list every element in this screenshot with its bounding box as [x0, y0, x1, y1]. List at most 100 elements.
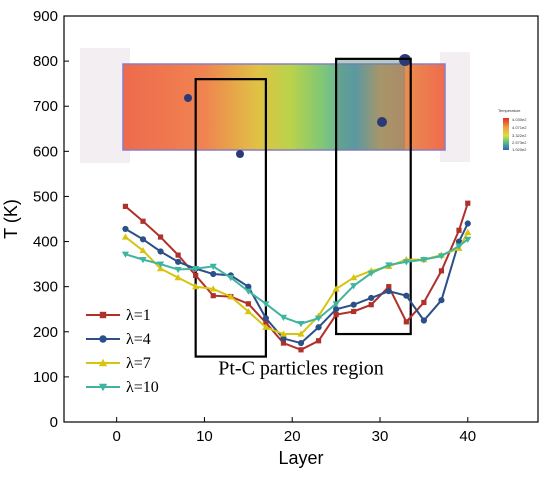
series-layer — [121, 200, 472, 353]
data-point — [157, 248, 164, 255]
pt-particle — [184, 94, 192, 102]
y-tick-label: 300 — [33, 279, 58, 296]
data-point — [209, 263, 217, 270]
data-point — [262, 315, 269, 322]
series-line — [124, 223, 469, 345]
data-point — [350, 301, 357, 308]
data-point — [421, 299, 427, 306]
legend-label: λ=4 — [126, 331, 151, 348]
data-point — [464, 236, 472, 243]
legend-label: λ=10 — [126, 379, 159, 396]
data-point — [209, 285, 217, 292]
data-point — [297, 330, 305, 337]
data-point — [403, 319, 409, 325]
y-tick-label: 900 — [33, 8, 58, 25]
data-point — [157, 234, 164, 240]
data-point — [332, 285, 340, 292]
data-point — [280, 335, 287, 342]
x-tick-label: 40 — [459, 428, 476, 445]
data-point — [227, 275, 235, 282]
platinum-carbon-cluster — [335, 60, 405, 150]
data-point — [315, 338, 322, 344]
data-point — [464, 220, 471, 227]
colorbar-label: 1.920e2 — [512, 147, 527, 152]
simulation-inset: Temperature 4.030e2 4.071e2 3.322e2 2.57… — [80, 48, 527, 163]
data-point — [140, 218, 146, 224]
data-point — [420, 317, 427, 324]
highlight-regions — [194, 57, 412, 358]
colorbar-label: 4.071e2 — [512, 125, 527, 130]
data-point — [174, 266, 182, 274]
y-tick-label: 500 — [33, 188, 58, 205]
data-point — [464, 228, 472, 236]
data-point — [122, 203, 129, 209]
plot-frame — [63, 15, 539, 423]
data-point — [174, 274, 182, 281]
data-point — [385, 288, 392, 295]
data-point — [297, 321, 305, 328]
data-point — [98, 358, 108, 367]
data-point — [368, 294, 375, 302]
data-point — [262, 323, 270, 330]
data-point — [245, 301, 251, 307]
y-tick-label: 200 — [33, 324, 58, 341]
simulation-slab — [122, 63, 446, 151]
highlight-region — [335, 57, 412, 336]
data-point — [122, 225, 129, 233]
data-point — [297, 339, 305, 347]
y-axis-title: T (K) — [1, 199, 21, 239]
data-point — [315, 324, 322, 331]
data-point — [193, 272, 199, 278]
colorbar-label: 2.573e2 — [512, 140, 527, 145]
data-point — [121, 233, 130, 240]
data-point — [367, 270, 375, 277]
series-line — [124, 232, 469, 336]
temperature-colorbar — [503, 118, 509, 150]
data-point — [351, 308, 357, 315]
data-point — [456, 227, 462, 233]
x-tick-label: 30 — [372, 428, 389, 445]
series-1 — [122, 220, 471, 347]
data-point — [314, 315, 323, 322]
data-point — [465, 200, 471, 206]
x-tick-label: 0 — [112, 428, 120, 445]
data-point — [455, 243, 463, 250]
data-point — [245, 283, 252, 290]
colorbar-label: 3.322e2 — [512, 133, 527, 138]
data-point — [156, 265, 165, 272]
region-annotation: Pt-C particles region — [218, 358, 384, 380]
series-2 — [121, 228, 472, 337]
data-point — [333, 306, 340, 313]
data-point — [175, 258, 182, 265]
y-tick-label: 700 — [33, 98, 58, 115]
data-point — [279, 314, 288, 321]
x-tick-label: 10 — [196, 428, 213, 445]
data-point — [437, 253, 446, 260]
data-point — [192, 283, 200, 290]
data-point — [298, 347, 304, 353]
pt-particle — [377, 117, 387, 127]
data-point — [99, 311, 107, 319]
data-point — [386, 284, 392, 290]
data-point — [99, 335, 107, 343]
data-point — [385, 262, 393, 269]
highlight-region — [194, 78, 267, 358]
data-point — [156, 261, 165, 268]
data-point — [350, 274, 358, 281]
data-point — [210, 270, 217, 278]
data-point — [210, 293, 216, 299]
y-tick-label: 0 — [50, 414, 58, 431]
data-point — [262, 301, 270, 308]
data-point — [455, 238, 463, 245]
data-point — [403, 292, 410, 299]
x-axis-title: Layer — [278, 448, 323, 468]
data-point — [139, 236, 147, 243]
data-point — [350, 283, 358, 290]
y-tick-label: 800 — [33, 53, 58, 70]
data-point — [227, 292, 235, 300]
data-point — [139, 246, 147, 254]
data-point — [279, 330, 288, 337]
legend: λ=1 λ=4 λ=7 λ=10 — [86, 307, 159, 396]
data-point — [139, 257, 147, 264]
legend-label: λ=7 — [126, 355, 151, 372]
